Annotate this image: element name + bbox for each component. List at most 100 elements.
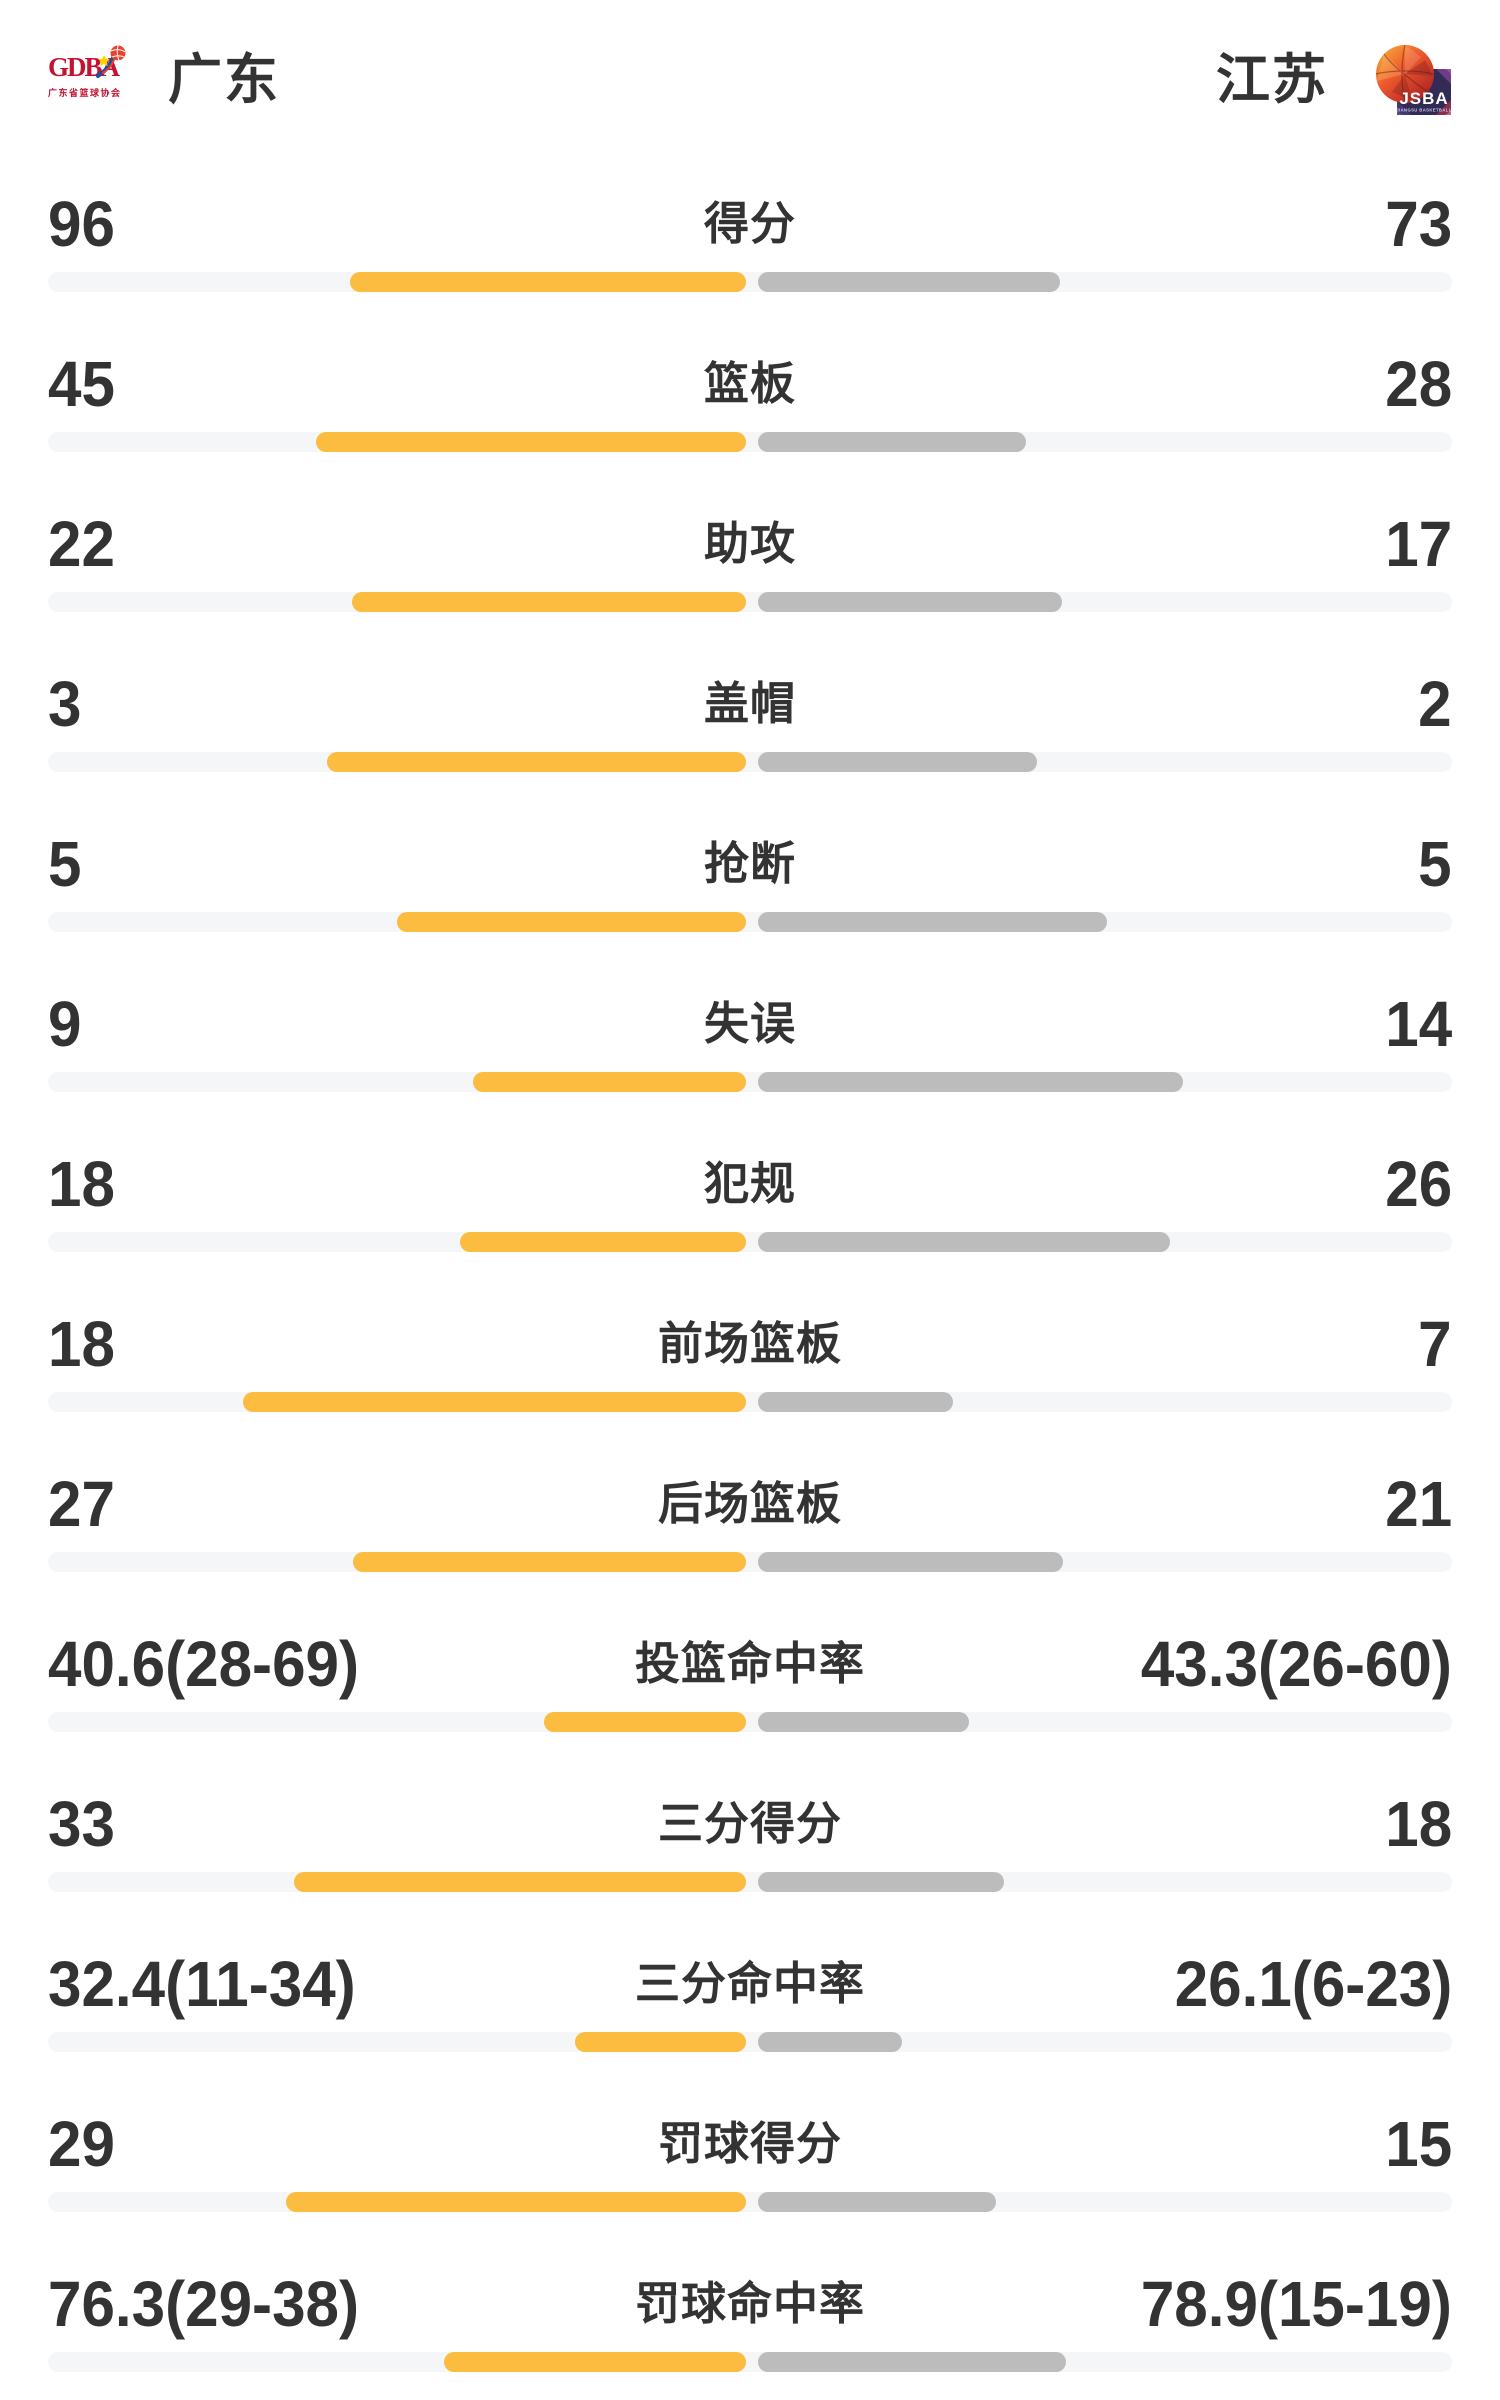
bar-right: [758, 1072, 1183, 1092]
bar-right: [758, 1232, 1170, 1252]
stat-row: 3 盖帽 2: [0, 660, 1500, 820]
stat-row: 32.4(11-34) 三分命中率 26.1(6-23): [0, 1940, 1500, 2100]
bar-left: [460, 1232, 746, 1252]
bar-right: [758, 1712, 969, 1732]
stat-bar-track: [48, 592, 1452, 612]
stat-value-right: 73: [1385, 188, 1452, 260]
stat-bar-track: [48, 912, 1452, 932]
stat-value-right: 5: [1418, 828, 1452, 900]
stat-label: 罚球得分: [657, 2118, 842, 2169]
stat-value-left: 32.4(11-34): [48, 1948, 356, 2020]
stat-value-right: 78.9(15-19): [1140, 2268, 1452, 2340]
stat-value-left: 40.6(28-69): [48, 1628, 360, 1700]
stat-label: 投篮命中率: [634, 1638, 865, 1689]
gdba-star-player-icon: [96, 45, 126, 78]
stat-value-right: 18: [1385, 1788, 1452, 1860]
stat-row: 9 失误 14: [0, 980, 1500, 1140]
stat-value-left: 29: [48, 2108, 115, 2180]
stat-row: 29 罚球得分 15: [0, 2100, 1500, 2260]
stat-value-right: 28: [1385, 348, 1452, 420]
bar-left: [473, 1072, 746, 1092]
stat-bar-track: [48, 432, 1452, 452]
stat-value-left: 76.3(29-38): [48, 2268, 360, 2340]
bar-left: [350, 272, 746, 292]
stat-value-right: 2: [1418, 668, 1452, 740]
stat-bar-track: [48, 2192, 1452, 2212]
stat-value-left: 22: [48, 508, 115, 580]
stat-bar-track: [48, 272, 1452, 292]
stat-label: 失误: [703, 998, 796, 1049]
stat-value-right: 26.1(6-23): [1174, 1948, 1452, 2020]
stat-value-left: 33: [48, 1788, 115, 1860]
stat-value-left: 5: [48, 828, 82, 900]
stat-value-right: 43.3(26-60): [1140, 1628, 1452, 1700]
bar-right: [758, 2192, 996, 2212]
team-name-right: 江苏: [1216, 50, 1328, 110]
stat-label: 得分: [703, 198, 796, 249]
bar-left: [327, 752, 746, 772]
stat-row: 33 三分得分 18: [0, 1780, 1500, 1940]
gdba-logo: GDBA 广东省篮球协会: [48, 45, 126, 109]
bar-right: [758, 272, 1060, 292]
stat-label: 前场篮板: [657, 1318, 842, 1369]
stat-row: 76.3(29-38) 罚球命中率 78.9(15-19): [0, 2260, 1500, 2400]
stat-value-right: 17: [1385, 508, 1452, 580]
bar-right: [758, 1872, 1004, 1892]
stat-row: 40.6(28-69) 投篮命中率 43.3(26-60): [0, 1620, 1500, 1780]
jsba-logo-text: JSBA: [1399, 89, 1448, 108]
bar-left: [353, 1552, 746, 1572]
bar-right: [758, 1392, 953, 1412]
team-left[interactable]: GDBA 广东省篮球协会 广东: [48, 45, 280, 110]
stat-value-left: 45: [48, 348, 115, 420]
team-right[interactable]: 江苏 JSBA: [1216, 44, 1452, 116]
bar-left: [316, 432, 746, 452]
stat-bar-track: [48, 752, 1452, 772]
stat-value-right: 7: [1418, 1308, 1452, 1380]
jsba-logo-subtext: JIANGSU BASKETBALL: [1396, 108, 1451, 113]
stat-row: 5 抢断 5: [0, 820, 1500, 980]
stat-label: 篮板: [703, 358, 796, 409]
stat-row: 45 篮板 28: [0, 340, 1500, 500]
bar-left: [243, 1392, 746, 1412]
stat-label: 罚球命中率: [634, 2278, 865, 2329]
jsba-logo: JSBA JIANGSU BASKETBALL: [1375, 44, 1451, 115]
bar-left: [352, 592, 746, 612]
header: GDBA 广东省篮球协会 广东 江苏: [48, 26, 1452, 134]
team-name-left: 广东: [168, 50, 280, 110]
stat-label: 抢断: [703, 838, 796, 889]
stat-row: 96 得分 73: [0, 180, 1500, 340]
stat-bar-track: [48, 1872, 1452, 1892]
stat-bar-track: [48, 1232, 1452, 1252]
stat-value-left: 18: [48, 1148, 115, 1220]
stat-label: 三分得分: [657, 1798, 842, 1849]
stat-label: 三分命中率: [634, 1958, 865, 2009]
stat-bar-track: [48, 2352, 1452, 2372]
stat-bar-track: [48, 2032, 1452, 2052]
stat-value-right: 26: [1385, 1148, 1452, 1220]
stat-row: 27 后场篮板 21: [0, 1460, 1500, 1620]
stat-value-left: 27: [48, 1468, 115, 1540]
stats-list: 96 得分 73 45 篮板 28 22 助攻 17: [0, 180, 1500, 2400]
bar-right: [758, 1552, 1063, 1572]
stat-bar-track: [48, 1712, 1452, 1732]
bar-right: [758, 432, 1026, 452]
bar-right: [758, 2352, 1066, 2372]
stat-bar-track: [48, 1072, 1452, 1092]
stat-row: 18 前场篮板 7: [0, 1300, 1500, 1460]
stat-value-left: 3: [48, 668, 82, 740]
stat-label: 犯规: [703, 1158, 796, 1209]
stat-value-right: 14: [1385, 988, 1452, 1060]
stat-label: 助攻: [703, 518, 796, 569]
stat-value-left: 96: [48, 188, 115, 260]
bar-right: [758, 592, 1062, 612]
stat-value-left: 18: [48, 1308, 115, 1380]
gdba-logo-subtext: 广东省篮球协会: [48, 88, 122, 98]
bar-left: [444, 2352, 746, 2372]
stat-bar-track: [48, 1552, 1452, 1572]
bar-left: [544, 1712, 746, 1732]
bar-left: [286, 2192, 746, 2212]
bar-right: [758, 912, 1107, 932]
stat-row: 22 助攻 17: [0, 500, 1500, 660]
stat-label: 盖帽: [703, 678, 796, 729]
bar-left: [397, 912, 746, 932]
